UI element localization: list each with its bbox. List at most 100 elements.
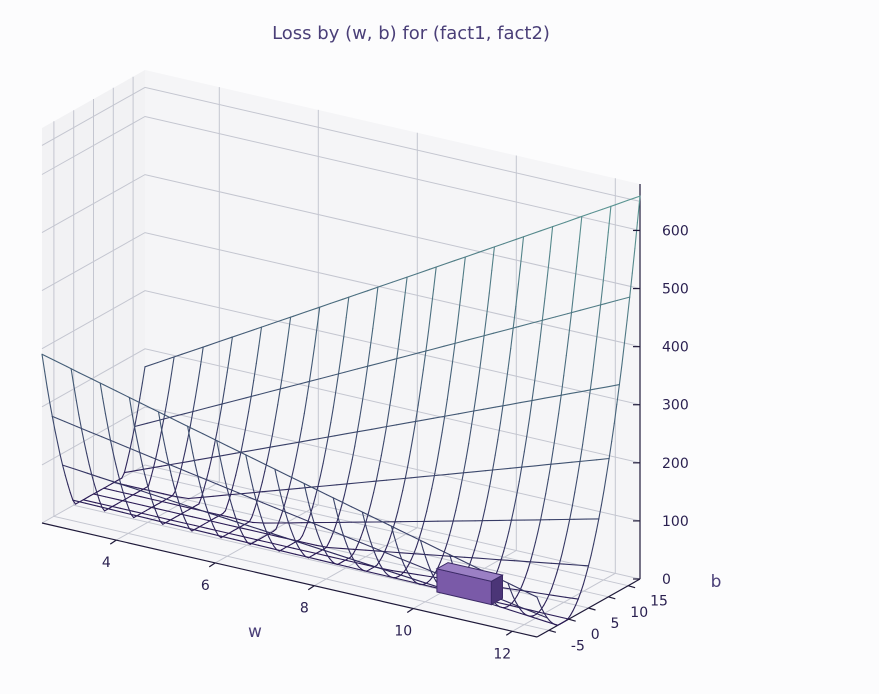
surface-wire-segment bbox=[69, 492, 74, 501]
surface-wire-segment bbox=[551, 580, 555, 589]
surface-wire-segment bbox=[340, 547, 354, 550]
surface-wire-segment bbox=[462, 256, 466, 281]
surface-wire-segment bbox=[587, 389, 591, 410]
surface-wire-segment bbox=[179, 461, 184, 474]
surface-wire-segment bbox=[314, 486, 319, 498]
surface-wire-segment bbox=[136, 439, 141, 453]
surface-wire-segment bbox=[439, 555, 444, 563]
surface-wire-segment bbox=[218, 530, 233, 535]
surface-wire-segment bbox=[156, 357, 171, 364]
surface-wire-segment bbox=[256, 491, 261, 502]
surface-wire-segment bbox=[532, 397, 546, 401]
y-tick-mark bbox=[627, 585, 636, 589]
y-tick-label: 10 bbox=[630, 605, 648, 621]
surface-wire-segment bbox=[403, 276, 408, 300]
surface-wire-segment bbox=[398, 551, 403, 560]
surface-wire-segment bbox=[369, 361, 383, 367]
surface-wire-segment bbox=[150, 467, 155, 479]
surface-wire-segment bbox=[299, 517, 313, 524]
surface-wire-segment bbox=[490, 243, 505, 249]
surface-wire-segment bbox=[452, 509, 457, 522]
surface-wire-segment bbox=[364, 521, 368, 532]
surface-wire-segment bbox=[51, 415, 56, 431]
surface-wire-segment bbox=[165, 414, 179, 423]
surface-wire-segment bbox=[410, 553, 415, 561]
surface-wire-segment bbox=[554, 615, 569, 620]
x-tick-label: 4 bbox=[102, 555, 111, 571]
surface-wire-segment bbox=[528, 399, 533, 419]
surface-wire-segment bbox=[243, 536, 257, 541]
surface-wire-segment bbox=[416, 268, 431, 275]
surface-wire-segment bbox=[326, 554, 331, 560]
surface-wire-segment bbox=[389, 529, 393, 539]
surface-wire-segment bbox=[565, 333, 570, 357]
surface-wire-segment bbox=[298, 427, 303, 443]
surface-wire-segment bbox=[478, 247, 493, 253]
surface-wire-segment bbox=[527, 561, 531, 571]
surface-wire-segment bbox=[397, 501, 401, 513]
surface-wire-segment bbox=[276, 469, 291, 477]
surface-wire-segment bbox=[175, 494, 180, 504]
surface-wire-segment bbox=[221, 388, 226, 405]
surface-wire-segment bbox=[383, 569, 398, 575]
surface-wire-segment bbox=[282, 550, 297, 555]
surface-wire-segment bbox=[374, 286, 379, 309]
surface-wire-segment bbox=[140, 402, 154, 410]
surface-wire-segment bbox=[373, 480, 377, 494]
surface-wire-segment bbox=[446, 380, 451, 400]
surface-wire-segment bbox=[115, 390, 130, 398]
surface-wire-segment bbox=[401, 558, 405, 566]
x-tick-label: 8 bbox=[300, 601, 309, 617]
surface-wire-segment bbox=[257, 544, 272, 549]
surface-wire-segment bbox=[225, 487, 239, 494]
surface-wire-segment bbox=[505, 530, 510, 543]
surface-wire-segment bbox=[128, 507, 132, 515]
surface-wire-segment bbox=[343, 483, 348, 496]
surface-wire-segment bbox=[369, 539, 374, 548]
surface-wire-segment bbox=[372, 546, 376, 555]
surface-wire-segment bbox=[415, 404, 419, 423]
surface-wire-segment bbox=[206, 527, 220, 532]
surface-wire-segment bbox=[483, 314, 488, 337]
surface-wire-segment bbox=[312, 496, 316, 507]
surface-wire-segment bbox=[292, 311, 307, 317]
surface-wire-segment bbox=[435, 473, 449, 477]
surface-wire-segment bbox=[540, 592, 555, 596]
surface-wire-segment bbox=[272, 419, 276, 435]
surface-wire-segment bbox=[413, 546, 417, 555]
surface-wire-segment bbox=[168, 373, 173, 391]
surface-wire-segment bbox=[59, 453, 64, 466]
surface-wire-segment bbox=[146, 419, 160, 424]
surface-wire-segment bbox=[597, 304, 602, 328]
surface-wire-segment bbox=[574, 476, 578, 493]
surface-wire-segment bbox=[427, 310, 432, 332]
surface-wire-segment bbox=[577, 212, 592, 219]
surface-wire-segment bbox=[279, 491, 284, 504]
surface-wire-segment bbox=[272, 533, 286, 539]
surface-wire-segment bbox=[240, 439, 244, 453]
surface-wire-segment bbox=[107, 426, 112, 441]
surface-wire-segment bbox=[534, 531, 539, 544]
surface-wire-segment bbox=[564, 618, 569, 622]
surface-wire-segment bbox=[412, 536, 427, 544]
surface-wire-segment bbox=[393, 358, 398, 378]
surface-wire-segment bbox=[208, 403, 222, 408]
surface-wire-segment bbox=[614, 199, 629, 206]
surface-wire-segment bbox=[408, 574, 413, 580]
surface-wire-segment bbox=[488, 558, 503, 561]
y-tick-label: 0 bbox=[591, 627, 600, 643]
surface-wire-segment bbox=[366, 530, 371, 541]
surface-wire-segment bbox=[123, 461, 128, 474]
surface-wire-segment bbox=[189, 410, 194, 427]
surface-wire-segment bbox=[593, 531, 597, 545]
surface-wire-segment bbox=[233, 397, 247, 402]
surface-wire-segment bbox=[470, 408, 484, 413]
surface-wire-segment bbox=[524, 590, 538, 598]
surface-wire-segment bbox=[70, 368, 75, 386]
surface-wire-segment bbox=[594, 386, 608, 390]
surface-wire-segment bbox=[181, 510, 185, 519]
surface-wire-segment bbox=[271, 541, 275, 548]
surface-wire-segment bbox=[226, 487, 231, 499]
surface-wire-segment bbox=[600, 280, 604, 306]
surface-wire-segment bbox=[184, 438, 189, 452]
